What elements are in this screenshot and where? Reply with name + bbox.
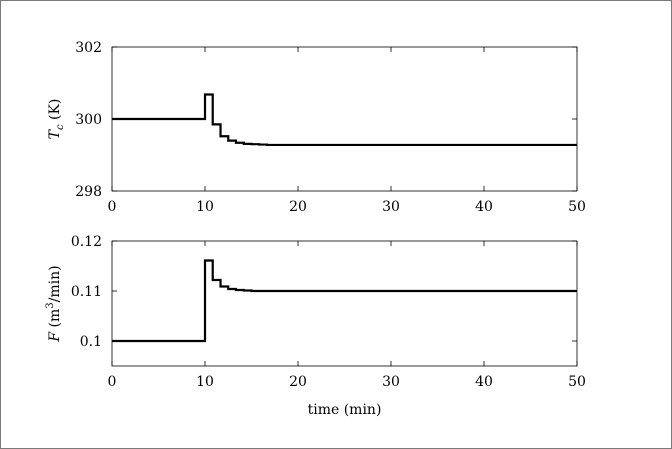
temperature-ytick-label: 302 [75, 40, 102, 56]
temperature-ytick-label: 298 [75, 184, 102, 200]
flow-xtick-label: 30 [382, 374, 400, 390]
flow-xtick-label: 40 [475, 374, 493, 390]
temperature-ytick-label: 300 [75, 112, 102, 128]
temperature-xtick-label: 10 [196, 199, 214, 215]
flow-xtick-label: 0 [108, 374, 117, 390]
flow-xtick-label: 10 [196, 374, 214, 390]
flow-xlabel: time (min) [308, 402, 382, 418]
temperature-xtick-label: 20 [289, 199, 307, 215]
flow-series-line [112, 259, 577, 343]
flow-ylabel: F (m3/min) [45, 265, 63, 342]
top-panel-coolant-temperature: 0 10 20 30 40 50 298 300 302 Tc (K) [47, 40, 586, 215]
flow-plot-frame [111, 240, 578, 367]
flow-xtick-label: 50 [568, 374, 586, 390]
flow-ytick-label: 0.11 [71, 284, 102, 300]
temperature-series-line [112, 93, 577, 147]
flow-ytick-label: 0.12 [71, 234, 102, 250]
temperature-xtick-label: 30 [382, 199, 400, 215]
temperature-xtick-label: 40 [475, 199, 493, 215]
flow-xtick-label: 20 [289, 374, 307, 390]
bottom-panel-flow-rate: 0 10 20 30 40 50 0.1 0.11 0.12 F (m3/min) time (mi… [45, 234, 586, 418]
temperature-ylabel: Tc (K) [47, 99, 66, 140]
flow-ytick-label: 0.1 [80, 334, 102, 350]
temperature-xtick-label: 50 [568, 199, 586, 215]
temperature-xtick-label: 0 [108, 199, 117, 215]
